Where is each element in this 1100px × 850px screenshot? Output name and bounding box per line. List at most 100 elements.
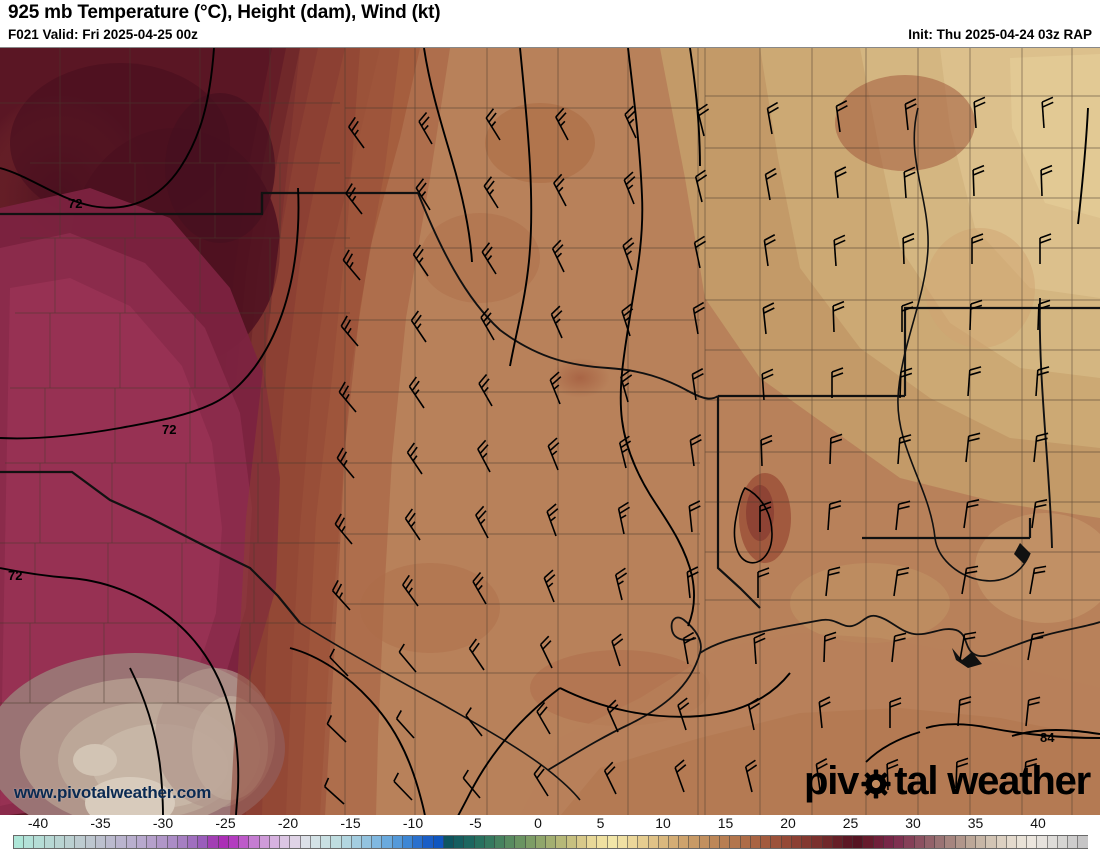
colorbar-swatch xyxy=(894,836,905,848)
colorbar-swatch xyxy=(300,836,311,848)
colorbar-swatch xyxy=(914,836,925,848)
colorbar-swatch xyxy=(259,836,270,848)
colorbar-swatch xyxy=(454,836,465,848)
colorbar-swatch xyxy=(587,836,598,848)
colorbar-tick-25: 25 xyxy=(842,815,859,831)
colorbar-swatch xyxy=(1037,836,1048,848)
watermark-url: www.pivotalweather.com xyxy=(14,783,212,802)
height-contours xyxy=(0,48,1100,815)
colorbar-swatch xyxy=(761,836,772,848)
contour-label-group: 72 72 72 84 xyxy=(8,196,1055,745)
contour-label: 72 xyxy=(162,422,176,437)
colorbar-swatch xyxy=(392,836,403,848)
colorbar-swatch xyxy=(310,836,322,848)
colorbar-swatch xyxy=(669,836,680,848)
colorbar-tick-40: 40 xyxy=(1030,815,1046,831)
colorbar-swatch xyxy=(208,836,219,848)
colorbar-swatch xyxy=(781,836,792,848)
colorbar-tick-labels: -40 -35 -30 -25 -20 -15 -10 -5 0 5 10 15 20 25 30 35 40 xyxy=(0,815,1100,833)
colorbar-swatch xyxy=(187,836,199,848)
colorbar-swatch xyxy=(709,836,721,848)
colorbar-swatch xyxy=(75,836,86,848)
colorbar-swatch xyxy=(628,836,639,848)
colorbar-swatch xyxy=(873,836,884,848)
colorbar-swatch xyxy=(515,836,526,848)
colorbar-swatch xyxy=(1057,836,1069,848)
colorbar-swatch xyxy=(986,836,997,848)
colorbar-swatch xyxy=(965,836,977,848)
colorbar-swatch xyxy=(484,836,496,848)
colorbar-gradient[interactable] xyxy=(13,835,1088,849)
colorbar-swatch xyxy=(341,836,352,848)
colorbar-swatch xyxy=(842,836,854,848)
colorbar-tick-0: 0 xyxy=(534,815,542,831)
colorbar-swatch xyxy=(249,836,260,848)
colorbar-tick-5: 5 xyxy=(596,815,605,831)
colorbar-tick--5: -5 xyxy=(469,815,482,831)
colorbar-swatch xyxy=(525,836,536,848)
map-canvas[interactable]: 72 72 72 84 www.pivotalweather.com piv xyxy=(0,47,1100,815)
colorbar-tick--25: -25 xyxy=(215,815,236,831)
colorbar-swatch xyxy=(413,836,424,848)
colorbar-swatch xyxy=(904,836,915,848)
colorbar-swatch xyxy=(269,836,281,848)
colorbar-swatch xyxy=(617,836,629,848)
colorbar-swatch xyxy=(116,836,127,848)
colorbar-swatch xyxy=(750,836,762,848)
colorbar-swatch xyxy=(228,836,240,848)
colorbar-swatch xyxy=(658,836,669,848)
colorbar-tick--35: -35 xyxy=(90,815,111,831)
colorbar-swatch xyxy=(996,836,1007,848)
contour-label: 84 xyxy=(1040,730,1055,745)
colorbar-swatch xyxy=(812,836,823,848)
contour-label: 72 xyxy=(68,196,82,211)
colorbar[interactable]: -40 -35 -30 -25 -20 -15 -10 -5 0 5 10 15 20 25 30 35 40 xyxy=(0,815,1100,850)
colorbar-swatch xyxy=(372,836,383,848)
colorbar-swatch xyxy=(1006,836,1017,848)
colorbar-swatch xyxy=(689,836,700,848)
colorbar-swatch xyxy=(576,836,588,848)
colorbar-swatch xyxy=(54,836,66,848)
logo-text-part1: piv xyxy=(804,759,859,803)
colorbar-swatch xyxy=(321,836,332,848)
colorbar-swatch xyxy=(290,836,301,848)
colorbar-swatch xyxy=(822,836,833,848)
colorbar-swatch xyxy=(853,836,864,848)
colorbar-swatch xyxy=(1027,836,1038,848)
logo-text-part2: tal weather xyxy=(894,759,1091,803)
colorbar-swatch xyxy=(883,836,895,848)
colorbar-swatch xyxy=(699,836,710,848)
colorbar-swatch xyxy=(106,836,117,848)
colorbar-swatch xyxy=(239,836,250,848)
county-boundaries xyxy=(0,48,1100,815)
page-title: 925 mb Temperature (°C), Height (dam), W… xyxy=(8,2,441,23)
colorbar-swatch xyxy=(24,836,35,848)
colorbar-swatch xyxy=(351,836,362,848)
map-graphic: 72 72 72 84 xyxy=(0,48,1100,815)
gear-icon xyxy=(861,766,891,799)
colorbar-swatch xyxy=(607,836,618,848)
colorbar-swatch xyxy=(423,836,434,848)
colorbar-swatch xyxy=(1068,836,1079,848)
colorbar-swatch xyxy=(34,836,45,848)
colorbar-swatch xyxy=(495,836,506,848)
colorbar-swatch xyxy=(443,836,455,848)
init-time-label: Init: Thu 2025-04-24 03z RAP xyxy=(908,27,1092,42)
pivotal-weather-logo: piv tal weat xyxy=(804,759,1091,803)
colorbar-tick-35: 35 xyxy=(967,815,984,831)
colorbar-tick--10: -10 xyxy=(402,815,424,831)
colorbar-swatch xyxy=(95,836,107,848)
colorbar-swatch xyxy=(361,836,373,848)
colorbar-swatch xyxy=(791,836,803,848)
colorbar-swatch xyxy=(157,836,168,848)
colorbar-tick-30: 30 xyxy=(905,815,921,831)
colorbar-swatch xyxy=(167,836,178,848)
colorbar-swatch xyxy=(730,836,741,848)
colorbar-swatch xyxy=(720,836,731,848)
colorbar-swatch xyxy=(1078,836,1088,848)
valid-time-label: F021 Valid: Fri 2025-04-25 00z xyxy=(8,27,198,42)
colorbar-tick--15: -15 xyxy=(340,815,361,831)
colorbar-swatch xyxy=(863,836,874,848)
colorbar-swatch xyxy=(505,836,516,848)
